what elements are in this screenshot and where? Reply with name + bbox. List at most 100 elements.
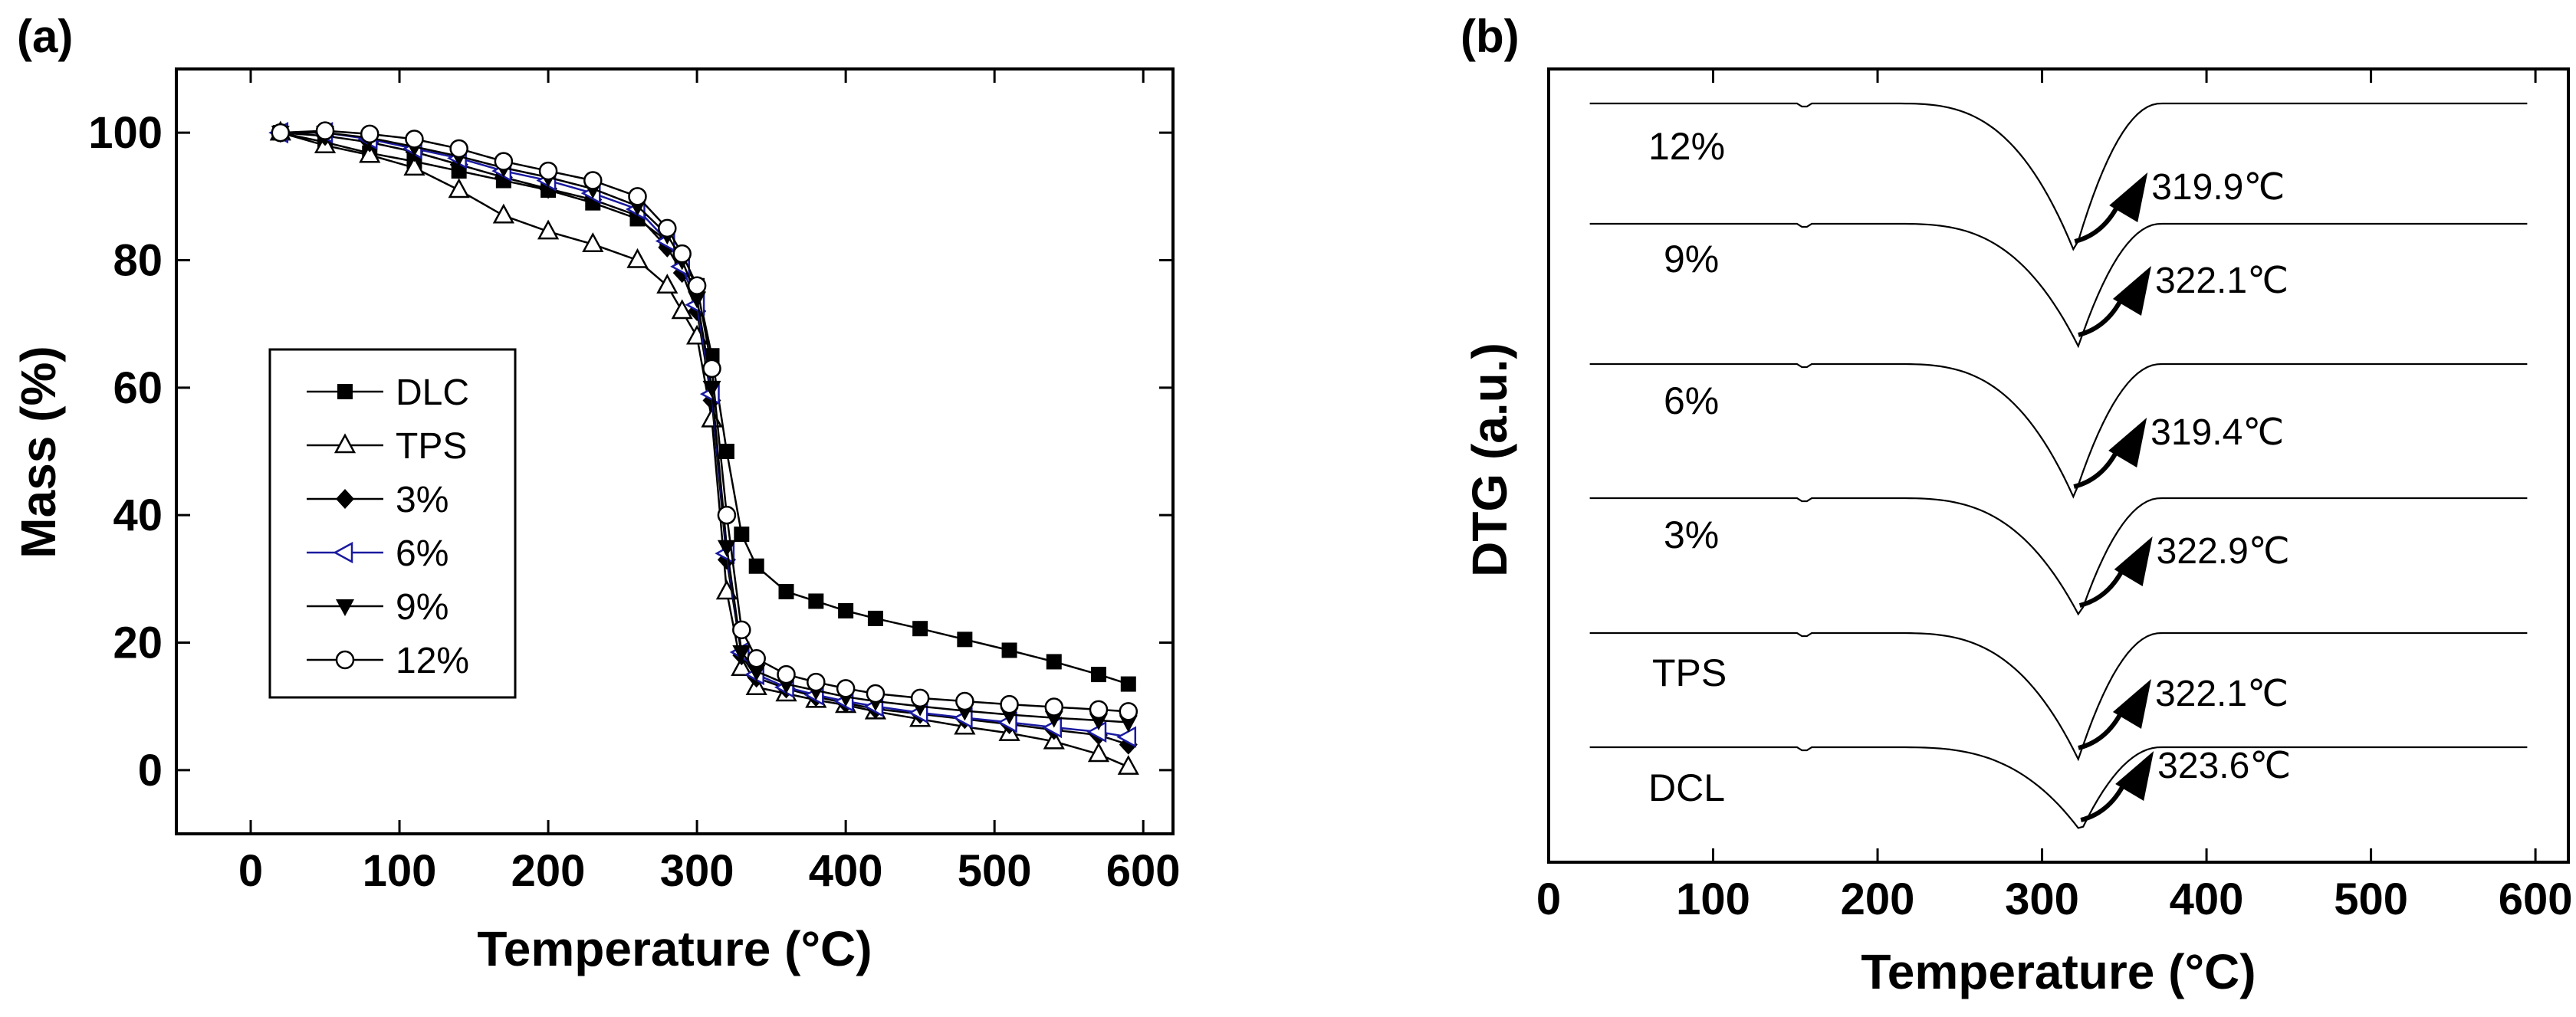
x-tick-label-a: 600 (1106, 846, 1181, 896)
series-12% (271, 121, 1138, 721)
curve-label-DCL: DCL (1648, 766, 1725, 809)
x-tick-label-b: 600 (2499, 874, 2573, 924)
plot-frame-b (1547, 67, 2570, 864)
dtg-curve-6%: 6% 319.4℃ (1589, 363, 2528, 499)
data-point-TPS (537, 219, 560, 240)
data-point-12% (583, 171, 603, 190)
data-point-TPS (1087, 742, 1110, 763)
x-tick-label-a: 500 (958, 846, 1032, 896)
data-point-12% (910, 688, 930, 708)
dtg-curve-9%: 9% 322.1℃ (1589, 222, 2528, 349)
peak-label-DCL: 323.6℃ (2157, 746, 2291, 786)
x-tick-label-b: 400 (2170, 874, 2244, 924)
peak-arrow-head (2114, 536, 2153, 586)
data-point-12% (1119, 702, 1138, 721)
y-tick-label-a: 20 (113, 618, 163, 668)
legend-label-3%: 3% (396, 480, 449, 520)
x-tick-label-a: 100 (363, 846, 437, 896)
legend-marker-9% (336, 599, 354, 616)
data-point-DLC (1120, 676, 1136, 692)
data-point-6% (1116, 726, 1137, 748)
dtg-line-12% (1589, 102, 2528, 251)
x-tick-label-b: 0 (1536, 874, 1561, 924)
data-point-DLC (748, 558, 764, 574)
data-point-DLC (957, 632, 973, 648)
data-point-DLC (912, 621, 928, 637)
data-point-12% (494, 152, 514, 171)
x-tick-label-b: 300 (2005, 874, 2079, 924)
peak-label-3%: 322.9℃ (2157, 531, 2290, 572)
data-point-TPS (582, 232, 604, 252)
panel-b-label: (b) (1460, 11, 1520, 62)
legend-marker-TPS (334, 433, 356, 454)
dtg-curve-TPS: TPS 322.1℃ (1589, 632, 2528, 762)
curve-label-9%: 9% (1664, 238, 1719, 280)
data-point-12% (315, 121, 335, 140)
legend-marker-3% (336, 489, 354, 509)
data-point-12% (1089, 700, 1109, 720)
legend-label-9%: 9% (396, 587, 449, 628)
data-point-9% (688, 291, 707, 309)
data-point-DLC (778, 583, 794, 599)
panel-a: (a) 0 100 200 300 400 500 600 0 20 40 60 80 100 Temp… (11, 11, 1181, 976)
y-tick-label-a: 40 (113, 490, 163, 540)
data-point-12% (687, 276, 707, 296)
dtg-line-DCL (1589, 746, 2528, 829)
y-axis-title-b: DTG (a.u.) (1462, 343, 1517, 577)
legend-marker-6% (333, 541, 353, 564)
data-point-DLC (867, 610, 883, 626)
legend-label-6%: 6% (396, 533, 449, 574)
legend-label-12%: 12% (396, 641, 469, 681)
legend-marker-12% (335, 650, 355, 670)
curve-label-12%: 12% (1648, 125, 1725, 168)
data-point-12% (271, 123, 291, 143)
x-tick-label-b: 500 (2334, 874, 2408, 924)
a-series (268, 120, 1139, 775)
data-point-12% (658, 218, 677, 238)
x-tick-label-a: 300 (660, 846, 734, 896)
legend: DLC TPS 3% 6% 9% 12% (268, 348, 517, 699)
x-tick-label-a: 400 (809, 846, 883, 896)
data-point-12% (702, 359, 721, 379)
x-tick-label-a: 0 (238, 846, 263, 896)
curve-label-TPS: TPS (1652, 651, 1727, 694)
data-point-DLC (808, 593, 824, 609)
x-tick-label-b: 100 (1676, 874, 1750, 924)
peak-arrow-head (2108, 418, 2147, 467)
data-point-12% (807, 672, 826, 692)
data-point-12% (747, 649, 766, 668)
y-tick-label-a: 80 (113, 236, 163, 286)
dtg-curve-12%: 12% 319.9℃ (1589, 102, 2528, 251)
data-point-TPS (448, 178, 470, 198)
data-point-12% (732, 620, 751, 640)
data-point-TPS (359, 143, 381, 163)
data-point-TPS (731, 656, 753, 677)
data-point-TPS (492, 203, 514, 224)
y-axis-title-a: Mass (%) (11, 346, 66, 558)
curve-label-6%: 6% (1664, 379, 1719, 422)
series-line-9% (280, 131, 1129, 723)
data-point-12% (777, 664, 796, 684)
data-point-DLC (838, 602, 854, 618)
a-ticks: 0 100 200 300 400 500 600 0 20 40 60 80 100 (88, 69, 1181, 896)
data-point-12% (866, 684, 886, 704)
data-point-DLC (1090, 667, 1106, 683)
x-tick-label-b: 200 (1841, 874, 1915, 924)
x-axis-title-a: Temperature (°C) (477, 921, 872, 976)
curve-label-3%: 3% (1664, 513, 1719, 556)
data-point-TPS (671, 299, 693, 320)
b-ticks: 0 100 200 300 400 500 600 (1536, 69, 2573, 924)
legend-box (268, 348, 517, 699)
legend-label-DLC: DLC (396, 372, 469, 413)
data-point-12% (1000, 694, 1019, 714)
peak-label-9%: 322.1℃ (2155, 261, 2288, 301)
dtg-line-6% (1589, 363, 2528, 499)
data-point-12% (672, 244, 692, 264)
legend-label-TPS: TPS (396, 426, 467, 467)
b-series: 12% 319.9℃ 9% 322.1℃ 6% 319.4℃ 3% 322.9℃ TPS 322.… (1589, 102, 2528, 829)
data-point-9% (732, 645, 751, 662)
peak-arrow-head (2109, 172, 2148, 222)
x-tick-label-a: 200 (511, 846, 586, 896)
dtg-curve-3%: 3% 322.9℃ (1589, 497, 2528, 616)
dtg-line-TPS (1589, 632, 2528, 762)
